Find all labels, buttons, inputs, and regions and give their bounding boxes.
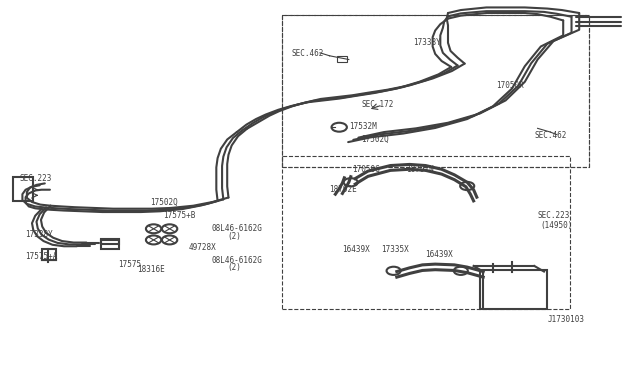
Text: 17502Q: 17502Q xyxy=(362,135,389,144)
Text: 18316E: 18316E xyxy=(138,265,165,274)
Text: (14950): (14950) xyxy=(541,221,573,230)
Text: 17050G: 17050G xyxy=(352,165,380,174)
Text: 17575: 17575 xyxy=(118,260,141,269)
Text: 18791N: 18791N xyxy=(406,165,434,174)
Text: SEC.462: SEC.462 xyxy=(534,131,567,140)
Text: 17338Y: 17338Y xyxy=(413,38,440,47)
Bar xyxy=(101,240,119,249)
Text: SEC.223: SEC.223 xyxy=(538,211,570,220)
Text: J1730103: J1730103 xyxy=(547,315,584,324)
Text: 17050R: 17050R xyxy=(496,81,524,90)
Text: 18792E: 18792E xyxy=(330,185,357,194)
Text: 08L46-6162G: 08L46-6162G xyxy=(211,256,262,265)
Text: SEC.223: SEC.223 xyxy=(19,174,52,183)
Text: SEC.462: SEC.462 xyxy=(291,49,324,58)
Text: 17502Q: 17502Q xyxy=(150,198,178,207)
Text: 17575+A: 17575+A xyxy=(26,252,58,261)
Bar xyxy=(101,239,119,244)
Text: 17575+B: 17575+B xyxy=(163,211,196,220)
Bar xyxy=(42,249,56,260)
Bar xyxy=(13,177,33,201)
Text: (2): (2) xyxy=(227,263,241,272)
Text: (2): (2) xyxy=(227,232,241,241)
Text: 17335X: 17335X xyxy=(381,245,408,254)
Text: 16439X: 16439X xyxy=(342,245,370,254)
Text: 17338Y: 17338Y xyxy=(26,230,53,239)
Text: SEC.172: SEC.172 xyxy=(362,100,394,109)
Text: 16439X: 16439X xyxy=(426,250,453,259)
Text: 08L46-6162G: 08L46-6162G xyxy=(211,224,262,233)
Bar xyxy=(337,56,347,62)
Text: 49728X: 49728X xyxy=(189,243,216,252)
Text: 17532M: 17532M xyxy=(349,122,376,131)
